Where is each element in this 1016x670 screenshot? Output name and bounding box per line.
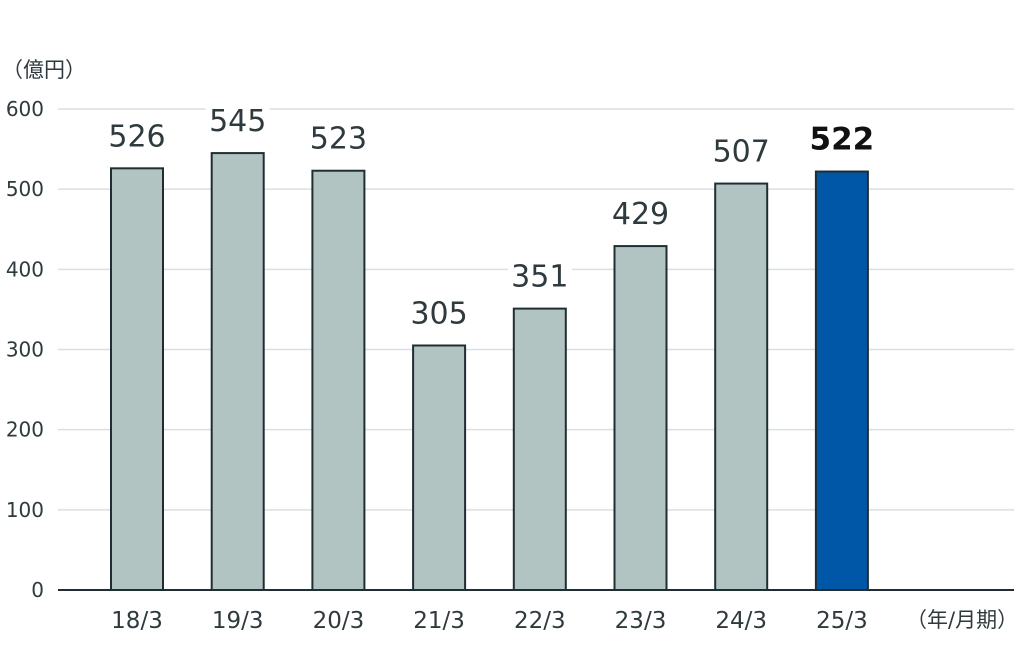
x-tick-label: 25/3: [816, 608, 868, 634]
value-label-background: [608, 198, 673, 233]
y-tick-label: 400: [6, 257, 44, 281]
value-label-background: [105, 120, 169, 155]
value-label-background: [809, 123, 874, 158]
value-label: 523: [310, 122, 367, 157]
x-tick-label: 23/3: [615, 608, 667, 634]
bar: [512, 307, 567, 591]
x-axis-unit-label: （年/月期）: [906, 608, 1016, 632]
y-tick-label: 200: [6, 418, 44, 442]
x-tick-label: 18/3: [111, 608, 163, 634]
y-tick-label: 300: [6, 338, 44, 362]
bar: [210, 152, 265, 591]
bar: [110, 167, 164, 591]
y-tick-label: 600: [6, 97, 44, 121]
x-tick-label: 22/3: [514, 608, 566, 634]
value-label-background: [306, 122, 371, 157]
bar: [814, 170, 869, 591]
value-label-background: [205, 105, 270, 140]
bar: [311, 169, 366, 591]
value-label: 545: [209, 104, 266, 139]
value-label-background: [507, 260, 572, 295]
bar: [412, 344, 467, 591]
value-label: 526: [108, 119, 165, 154]
bar: [613, 245, 668, 592]
value-label: 522: [810, 122, 875, 158]
value-label: 351: [511, 260, 568, 295]
value-label-background: [709, 135, 774, 170]
x-tick-label: 24/3: [715, 608, 767, 634]
x-tick-label: 20/3: [313, 608, 365, 634]
value-label: 507: [713, 135, 770, 170]
x-tick-label: 19/3: [212, 608, 264, 634]
y-tick-label: 100: [6, 498, 44, 522]
y-tick-label: 500: [6, 177, 44, 201]
y-axis-ticks: 0 100 200 300 400 500 600: [6, 97, 44, 602]
value-label: 429: [612, 197, 669, 232]
y-axis-unit-label: （億円）: [2, 58, 86, 82]
bars: [110, 152, 869, 592]
bar: [714, 182, 769, 591]
value-label: 305: [410, 296, 467, 331]
x-axis-ticks: 18/3 19/3 20/3 21/3 22/3 23/3 24/3 25/3: [111, 608, 868, 634]
value-labels: 526 545 523 305 351 429 507 522: [105, 104, 875, 332]
x-tick-label: 21/3: [413, 608, 465, 634]
value-label-background: [407, 297, 472, 332]
y-tick-label: 0: [31, 578, 44, 602]
